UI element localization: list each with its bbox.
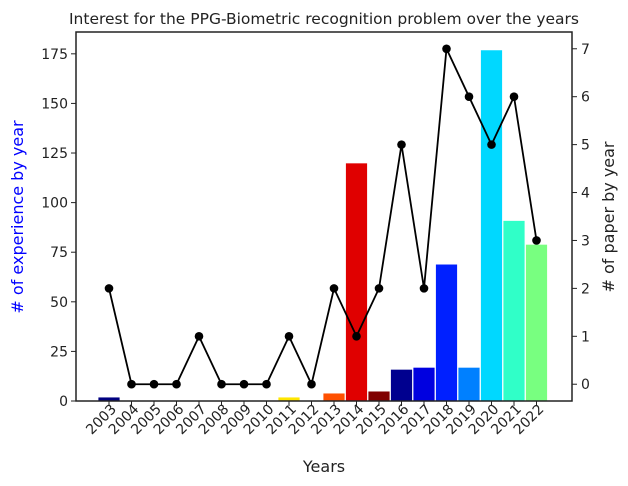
y-axis-label-right: # of paper by year [599,141,618,292]
plot-frame [75,31,573,402]
left-tick-label: 150 [41,96,68,112]
point-2017 [419,284,429,293]
right-axis: 0 1 2 3 4 5 6 7 [572,42,590,393]
right-tick-label: 6 [581,90,590,106]
paper-count-line [108,45,538,387]
left-tick-label: 0 [59,394,68,410]
point-2009 [239,379,249,389]
line-group [104,44,541,389]
left-tick-label: 50 [50,295,68,311]
right-tick-label: 1 [581,329,590,345]
point-2008 [217,379,226,389]
right-tick-label: 3 [581,233,590,249]
left-tick-label: 100 [41,196,68,212]
point-2006 [172,379,181,389]
point-2016 [397,140,406,149]
point-2005 [149,379,159,389]
right-tick-label: 4 [581,186,590,202]
bar-2013 [322,392,346,402]
left-tick-label: 125 [41,146,68,162]
point-2014 [352,332,361,341]
x-axis: 2003200420052006200720082009201020112012… [83,401,547,438]
left-tick-label: 175 [41,47,68,63]
bar-2014 [345,162,368,402]
left-tick-label: 25 [50,344,68,360]
bar-2019 [457,366,481,402]
point-2019 [464,92,474,101]
bar-2022 [525,243,548,402]
right-tick-label: 7 [581,42,590,58]
point-2021 [509,92,519,101]
y-axis-label-left: # of experience by year [8,120,27,314]
point-2011 [284,332,294,341]
bar-2018 [435,263,458,402]
right-tick-label: 0 [581,377,590,393]
bar-2015 [367,390,391,402]
bar-2016 [390,368,413,402]
right-tick-label: 2 [581,281,590,297]
right-tick-label: 5 [581,138,590,154]
point-2010 [262,379,271,389]
point-2013 [329,284,339,293]
point-2020 [487,140,496,149]
point-2004 [127,379,136,389]
point-2018 [442,44,451,54]
point-2012 [307,379,316,389]
left-axis: 0 25 50 75 100 125 150 175 [41,47,76,410]
point-2022 [532,236,541,245]
bars-group [97,49,548,402]
left-tick-label: 75 [50,245,68,261]
point-2003 [104,284,114,293]
bar-2021 [502,220,526,402]
x-axis-label: Years [302,457,345,476]
bar-2017 [412,366,436,402]
bar-2020 [480,49,503,402]
point-2015 [374,284,384,293]
point-2007 [194,332,204,341]
chart-title: Interest for the PPG-Biometric recogniti… [69,10,579,28]
